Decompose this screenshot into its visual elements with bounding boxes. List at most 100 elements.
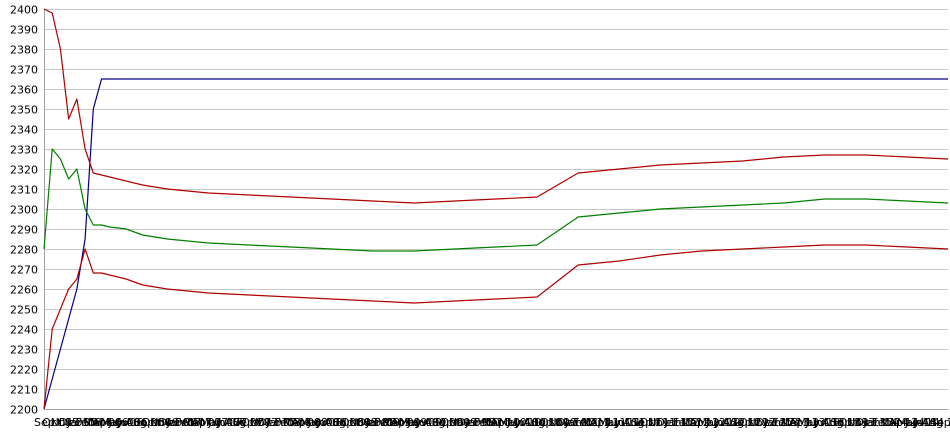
x-tick-label: Apr 11 — [590, 416, 627, 429]
x-tick-label: Aug 06 — [125, 416, 164, 429]
x-tick-label: Mar 13 — [781, 416, 819, 429]
x-tick-label: Dec 08 — [358, 416, 397, 429]
y-tick-label: 2230 — [10, 344, 38, 357]
y-tick-label: 2200 — [10, 404, 38, 417]
x-tick-label: Nov 11 — [648, 416, 687, 429]
x-tick-label: Dec 11 — [656, 416, 695, 429]
series-line-2 — [43, 8, 949, 204]
y-tick-label: 2290 — [10, 224, 38, 237]
x-tick-label: Jan 08 — [265, 416, 300, 429]
x-tick-label: Jul 06 — [116, 416, 148, 429]
x-tick-label: Jan 10 — [464, 416, 499, 429]
x-tick-label: Jul 08 — [315, 416, 347, 429]
axes — [44, 9, 948, 410]
x-tick-label: Aug 09 — [424, 416, 463, 429]
x-tick-label: May 07 — [200, 416, 240, 429]
x-tick-label: May 14 — [897, 416, 937, 429]
y-tick-label: 2280 — [10, 244, 38, 257]
x-tick-label: Jan 12 — [664, 416, 699, 429]
x-tick-label: Dec 09 — [457, 416, 496, 429]
x-tick-label: Sep 05 — [34, 416, 72, 429]
x-tick-label: May 13 — [797, 416, 837, 429]
y-tick-label: 2260 — [10, 284, 38, 297]
x-tick-label: Jan 11 — [564, 416, 599, 429]
y-tick-label: 2330 — [10, 144, 38, 157]
x-tick-label: Jul 07 — [216, 416, 248, 429]
x-tick-label: Jun 11 — [605, 416, 641, 429]
x-tick-label: Oct 08 — [341, 416, 378, 429]
y-tick-label: 2210 — [10, 384, 38, 397]
y-tick-label: 2340 — [10, 124, 38, 137]
series-line-3 — [43, 148, 949, 252]
x-tick-label: May 12 — [698, 416, 738, 429]
x-tick-label: Feb 08 — [275, 416, 312, 429]
x-tick-label: Apr 14 — [889, 416, 926, 429]
x-tick-label: Jun 08 — [307, 416, 343, 429]
x-tick-label: Jun 12 — [705, 416, 741, 429]
x-tick-label: Aug 11 — [623, 416, 662, 429]
x-tick-label: Dec 12 — [756, 416, 795, 429]
series-line-4 — [43, 244, 949, 410]
x-tick-label: Dec 05 — [59, 416, 98, 429]
x-tick-label: Nov 13 — [847, 416, 886, 429]
x-tick-label: Mar 12 — [681, 416, 719, 429]
x-tick-label: Nov 12 — [747, 416, 786, 429]
x-tick-label: Feb 12 — [673, 416, 710, 429]
x-tick-label: Jun 09 — [406, 416, 442, 429]
x-tick-label: Nov 07 — [250, 416, 289, 429]
x-tick-label: May 09 — [399, 416, 439, 429]
x-tick-label: Oct 11 — [640, 416, 677, 429]
x-tick-label: Dec 06 — [158, 416, 197, 429]
x-tick-label: Oct 13 — [839, 416, 876, 429]
x-tick-label: Aug 10 — [523, 416, 562, 429]
x-tick-label: Jan 09 — [365, 416, 400, 429]
y-tick-label: 2320 — [10, 164, 38, 177]
x-tick-label: Aug 14 — [922, 416, 950, 429]
x-tick-label: Sep 09 — [432, 416, 470, 429]
x-tick-label: Nov 05 — [51, 416, 90, 429]
x-tick-label: Aug 08 — [324, 416, 363, 429]
x-tick-label: Feb 11 — [573, 416, 610, 429]
y-tick-label: 2250 — [10, 304, 38, 317]
y-tick-label: 2310 — [10, 184, 38, 197]
x-tick-label: Aug 07 — [225, 416, 264, 429]
x-tick-label: Feb 09 — [374, 416, 411, 429]
x-tick-label: Jun 13 — [805, 416, 841, 429]
y-tick-label: 2380 — [10, 44, 38, 57]
x-tick-label: Apr 13 — [789, 416, 826, 429]
x-tick-label: Sep 14 — [930, 416, 950, 429]
x-tick-label: May 11 — [598, 416, 638, 429]
x-tick-label: Apr 08 — [291, 416, 328, 429]
x-tick-label: Sep 12 — [731, 416, 769, 429]
x-tick-label: Feb 14 — [872, 416, 909, 429]
x-tick-label: Jul 11 — [614, 416, 646, 429]
x-tick-label: Nov 06 — [150, 416, 189, 429]
y-tick-label: 2400 — [10, 4, 38, 17]
x-tick-label: Feb 07 — [175, 416, 212, 429]
x-tick-label: Aug 12 — [723, 416, 762, 429]
x-tick-label: Jun 10 — [506, 416, 542, 429]
x-tick-label: Jun 07 — [207, 416, 243, 429]
x-tick-label: Apr 09 — [391, 416, 428, 429]
x-tick-label: Oct 09 — [441, 416, 478, 429]
y-tick-label: 2300 — [10, 204, 38, 217]
x-tick-label: Jul 13 — [813, 416, 845, 429]
y-tick-label: 2390 — [10, 24, 38, 37]
x-tick-label: Dec 13 — [855, 416, 894, 429]
x-tick-label: Jan 13 — [763, 416, 798, 429]
y-tick-label: 2350 — [10, 104, 38, 117]
series-lines — [43, 8, 949, 410]
x-tick-label: Feb 13 — [772, 416, 809, 429]
y-tick-label: 2270 — [10, 264, 38, 277]
x-tick-label: Sep 07 — [233, 416, 271, 429]
x-tick-label: Nov 10 — [548, 416, 587, 429]
x-tick-label: Jan 06 — [66, 416, 101, 429]
x-tick-label: Mar 06 — [84, 416, 122, 429]
y-axis-ticks: 2200 2210 2220 2230 2240 2250 2260 2270 2280 2290… — [10, 4, 38, 417]
series-line-1 — [43, 78, 948, 410]
x-tick-label: Mar 09 — [382, 416, 420, 429]
x-tick-label: Apr 10 — [490, 416, 527, 429]
x-tick-label: Mar 10 — [482, 416, 520, 429]
